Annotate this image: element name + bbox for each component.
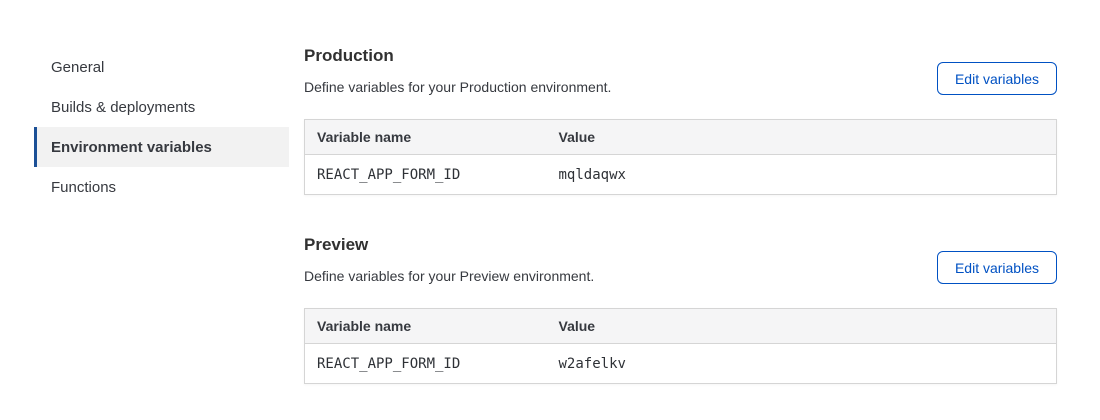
- sidebar-item-functions[interactable]: Functions: [34, 167, 289, 207]
- sidebar-item-environment-variables[interactable]: Environment variables: [34, 127, 289, 167]
- settings-content: Production Define variables for your Pro…: [304, 46, 1057, 384]
- variable-name-cell: REACT_APP_FORM_ID: [304, 154, 547, 195]
- sidebar-item-label: Functions: [51, 178, 117, 196]
- preview-variables-table: Variable name Value REACT_APP_FORM_ID w2…: [304, 308, 1057, 384]
- sidebar-item-general[interactable]: General: [34, 47, 289, 87]
- variable-value-cell: w2afelkv: [546, 343, 1057, 384]
- sidebar-item-builds-deployments[interactable]: Builds & deployments: [34, 87, 289, 127]
- settings-sidebar: General Builds & deployments Environment…: [34, 47, 289, 207]
- section-description: Define variables for your Preview enviro…: [304, 268, 595, 284]
- table-header-row: Variable name Value: [304, 308, 1057, 344]
- section-title: Preview: [304, 235, 369, 254]
- sidebar-item-label: Builds & deployments: [51, 98, 196, 116]
- variable-name-column-header: Variable name: [304, 308, 547, 344]
- table-row: REACT_APP_FORM_ID mqldaqwx: [304, 154, 1057, 195]
- section-title: Production: [304, 46, 394, 65]
- production-section: Production Define variables for your Pro…: [304, 46, 1057, 195]
- edit-variables-button-preview[interactable]: Edit variables: [936, 251, 1057, 284]
- value-column-header: Value: [546, 308, 1057, 344]
- edit-variables-button-production[interactable]: Edit variables: [936, 62, 1057, 95]
- variable-name-cell: REACT_APP_FORM_ID: [304, 343, 547, 384]
- variable-name-column-header: Variable name: [304, 119, 547, 155]
- table-header-row: Variable name Value: [304, 119, 1057, 155]
- preview-section: Preview Define variables for your Previe…: [304, 235, 1057, 384]
- sidebar-item-label: Environment variables: [51, 138, 212, 156]
- variable-value-cell: mqldaqwx: [546, 154, 1057, 195]
- value-column-header: Value: [546, 119, 1057, 155]
- section-description: Define variables for your Production env…: [304, 79, 612, 95]
- table-row: REACT_APP_FORM_ID w2afelkv: [304, 343, 1057, 384]
- sidebar-item-label: General: [51, 58, 105, 76]
- production-variables-table: Variable name Value REACT_APP_FORM_ID mq…: [304, 119, 1057, 195]
